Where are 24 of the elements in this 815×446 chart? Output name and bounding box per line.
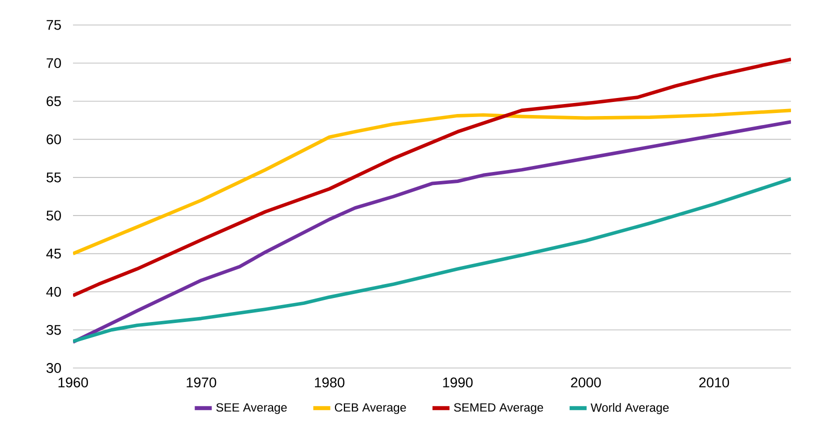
x-tick-label: 1980 [314,378,344,388]
y-tick-label: 70 [46,58,61,68]
x-tick-label: 1990 [443,378,473,388]
legend-label: SEE Average [216,403,287,414]
y-tick-label: 65 [46,96,61,106]
legend-label: SEMED Average [454,403,544,414]
legend-label: CEB Average [334,403,406,414]
y-tick-label: 60 [46,134,61,144]
line-series [73,58,792,298]
y-tick-label: 35 [46,324,61,335]
line-series [73,108,792,256]
y-tick-label: 40 [46,286,61,297]
y-tick-label: 50 [46,210,61,220]
legend-label: World Average [590,403,669,414]
x-tick-label: 2000 [571,378,601,388]
line-series [73,120,792,344]
y-tick-label: 45 [46,248,61,259]
x-tick-label: 1960 [58,378,88,388]
x-tick-label: 1970 [186,378,216,388]
y-tick-label: 55 [46,172,61,182]
x-tick-label: 2010 [699,378,730,388]
y-tick-label: 30 [46,363,61,373]
line-series [73,177,792,344]
y-tick-label: 75 [46,20,61,30]
